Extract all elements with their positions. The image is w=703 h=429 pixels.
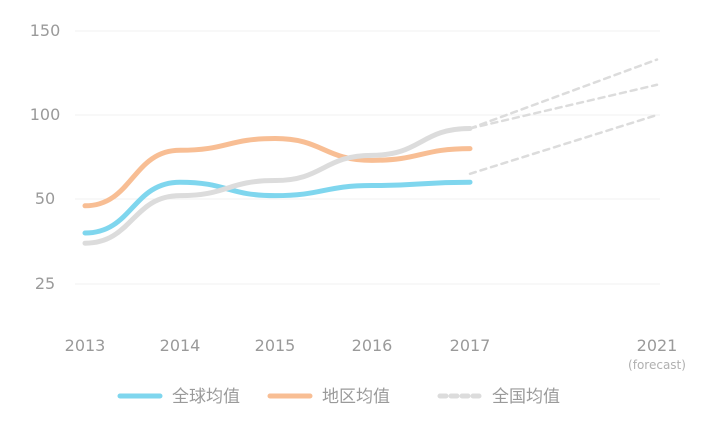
y-tick-label: 150 bbox=[30, 21, 61, 40]
x-tick-label: 2016 bbox=[352, 336, 393, 355]
legend: 全球均值 地区均值 全国均值 bbox=[117, 387, 560, 407]
y-axis-ticks: 25 50 100 150 bbox=[30, 21, 61, 293]
x-tick-sublabel: (forecast) bbox=[628, 358, 686, 372]
forecast-line bbox=[468, 83, 659, 130]
x-tick-label: 2017 bbox=[450, 336, 491, 355]
x-tick-label: 2021 bbox=[637, 336, 678, 355]
legend-label: 全球均值 bbox=[172, 387, 240, 407]
grid-layer bbox=[75, 30, 660, 285]
y-tick-label: 100 bbox=[30, 105, 61, 124]
y-tick-label: 50 bbox=[35, 189, 55, 208]
x-axis-ticks: 2013 2014 2015 2016 2017 2021 (forecast) bbox=[65, 336, 686, 372]
x-tick-label: 2013 bbox=[65, 336, 106, 355]
y-tick-label: 25 bbox=[35, 274, 55, 293]
legend-label: 地区均值 bbox=[322, 387, 390, 407]
series-line bbox=[82, 136, 473, 209]
forecast-layer bbox=[468, 58, 659, 176]
x-tick-label: 2015 bbox=[255, 336, 296, 355]
series-layer bbox=[82, 125, 473, 246]
forecast-line bbox=[468, 58, 659, 130]
x-tick-label: 2014 bbox=[160, 336, 201, 355]
legend-label: 全国均值 bbox=[492, 387, 560, 407]
forecast-line bbox=[468, 113, 659, 176]
series-line bbox=[82, 179, 473, 236]
